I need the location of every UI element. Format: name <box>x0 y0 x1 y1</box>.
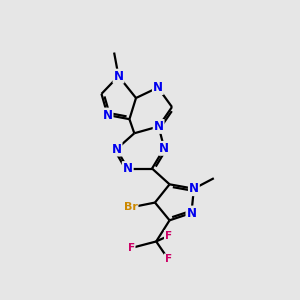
Text: N: N <box>154 120 164 133</box>
Text: N: N <box>112 142 122 156</box>
Text: F: F <box>128 243 135 253</box>
Text: N: N <box>186 206 197 220</box>
Text: N: N <box>103 109 112 122</box>
Text: N: N <box>123 162 133 175</box>
Text: N: N <box>153 81 163 94</box>
Text: F: F <box>165 254 172 264</box>
Text: N: N <box>189 182 199 195</box>
Text: N: N <box>113 70 124 83</box>
Text: N: N <box>159 142 169 155</box>
Text: F: F <box>165 231 172 241</box>
Text: Br: Br <box>124 202 138 212</box>
